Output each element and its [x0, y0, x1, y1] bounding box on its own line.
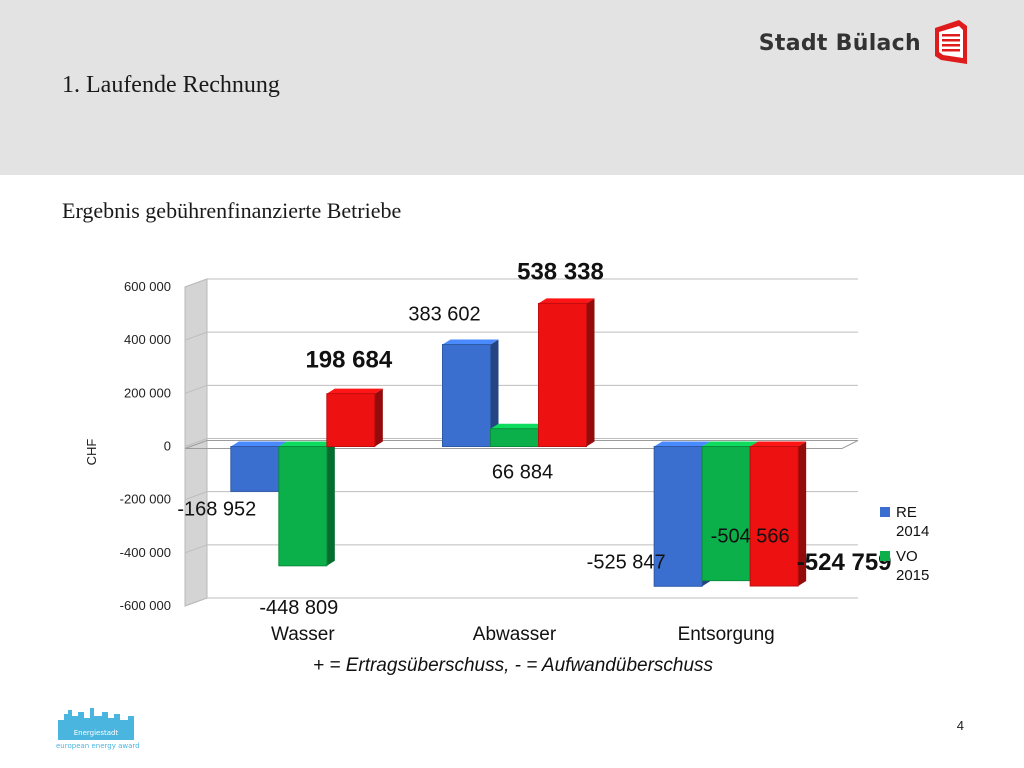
legend-swatch	[880, 551, 890, 561]
data-label: -524 759	[797, 549, 892, 576]
energiestadt-tagline: european energy award	[56, 742, 140, 750]
gridline	[184, 544, 858, 554]
chart-annotation: + = Ertragsüberschuss, - = Aufwandübersc…	[313, 655, 714, 676]
x-tick-label: Wasser	[271, 624, 335, 645]
data-label: 538 338	[517, 258, 604, 285]
x-tick-label: Entsorgung	[678, 624, 775, 645]
bar-top	[326, 388, 383, 394]
legend-swatch	[880, 507, 890, 517]
gridline	[184, 331, 858, 341]
section-title: 1. Laufende Rechnung	[62, 72, 280, 98]
data-label: -448 809	[259, 597, 338, 619]
bar-side	[586, 298, 595, 447]
bar-top	[442, 339, 499, 345]
stadt-buelach-logo-icon	[935, 20, 967, 64]
zero-floor	[184, 440, 859, 449]
legend-label-line2: 2014	[896, 523, 929, 540]
bar-front	[326, 393, 376, 447]
energiestadt-logo: Energiestadt european energy award	[56, 706, 140, 750]
gridline	[184, 438, 858, 447]
gridline	[184, 491, 858, 501]
y-tick-label: 200 000	[124, 385, 171, 400]
y-tick-label: -200 000	[120, 492, 171, 507]
legend-label: VO	[896, 548, 918, 565]
energiestadt-logo-label: Energiestadt	[74, 729, 119, 737]
bar-front	[749, 446, 799, 587]
page-number: 4	[956, 718, 964, 733]
legend-label-line2: 2015	[896, 567, 929, 584]
bar-2-2	[749, 441, 807, 587]
y-axis-label: CHF	[84, 439, 99, 466]
bar-1-0	[278, 441, 335, 567]
bar-top	[702, 441, 759, 447]
bar-front	[701, 446, 751, 582]
bar-side	[490, 339, 499, 447]
brand-name: Stadt Bülach	[758, 30, 921, 56]
bar-front	[538, 302, 587, 447]
brand: Stadt Bülach	[759, 20, 969, 66]
bar-top	[278, 441, 335, 447]
data-label: -504 566	[711, 526, 790, 548]
y-tick-label: -600 000	[120, 598, 171, 613]
bar-side	[798, 441, 807, 586]
bar-top	[750, 441, 807, 447]
chart-bars	[230, 298, 807, 587]
gridline	[184, 278, 858, 288]
bar-top	[230, 441, 287, 447]
bar-side	[326, 441, 335, 566]
gridline	[184, 597, 858, 607]
x-tick-label: Abwasser	[473, 624, 557, 645]
bar-top	[538, 298, 595, 304]
bar-front	[653, 446, 703, 587]
legend-label: RE	[896, 504, 917, 521]
y-tick-label: 400 000	[124, 332, 171, 347]
bar-2-1	[538, 298, 595, 447]
bar-0-1	[442, 339, 499, 447]
chart-grid	[184, 278, 859, 607]
bar-top	[654, 441, 711, 447]
energiestadt-skyline-icon: Energiestadt	[58, 708, 134, 740]
data-label: 66 884	[492, 462, 553, 484]
bar-2-0	[326, 388, 383, 447]
bar-top	[490, 423, 547, 429]
bar-front	[490, 428, 539, 447]
y-tick-label: 600 000	[124, 279, 171, 294]
bar-front	[442, 344, 491, 447]
data-label: -168 952	[177, 498, 256, 520]
data-label: -525 847	[587, 551, 666, 573]
bar-side	[374, 388, 383, 447]
header-band	[0, 0, 1024, 175]
chart-labels: 600 000 400 000 200 000 0 -200 000 -400 000 -6…	[84, 258, 929, 676]
y-tick-label: 0	[164, 439, 171, 454]
data-label: 383 602	[408, 304, 480, 326]
y-tick-label: -400 000	[120, 545, 171, 560]
bar-front	[230, 446, 280, 492]
bar-front	[278, 446, 328, 567]
gridline	[184, 384, 858, 394]
data-label: 198 684	[305, 347, 392, 374]
chart-subtitle: Ergebnis gebührenfinanzierte Betriebe	[62, 198, 402, 223]
